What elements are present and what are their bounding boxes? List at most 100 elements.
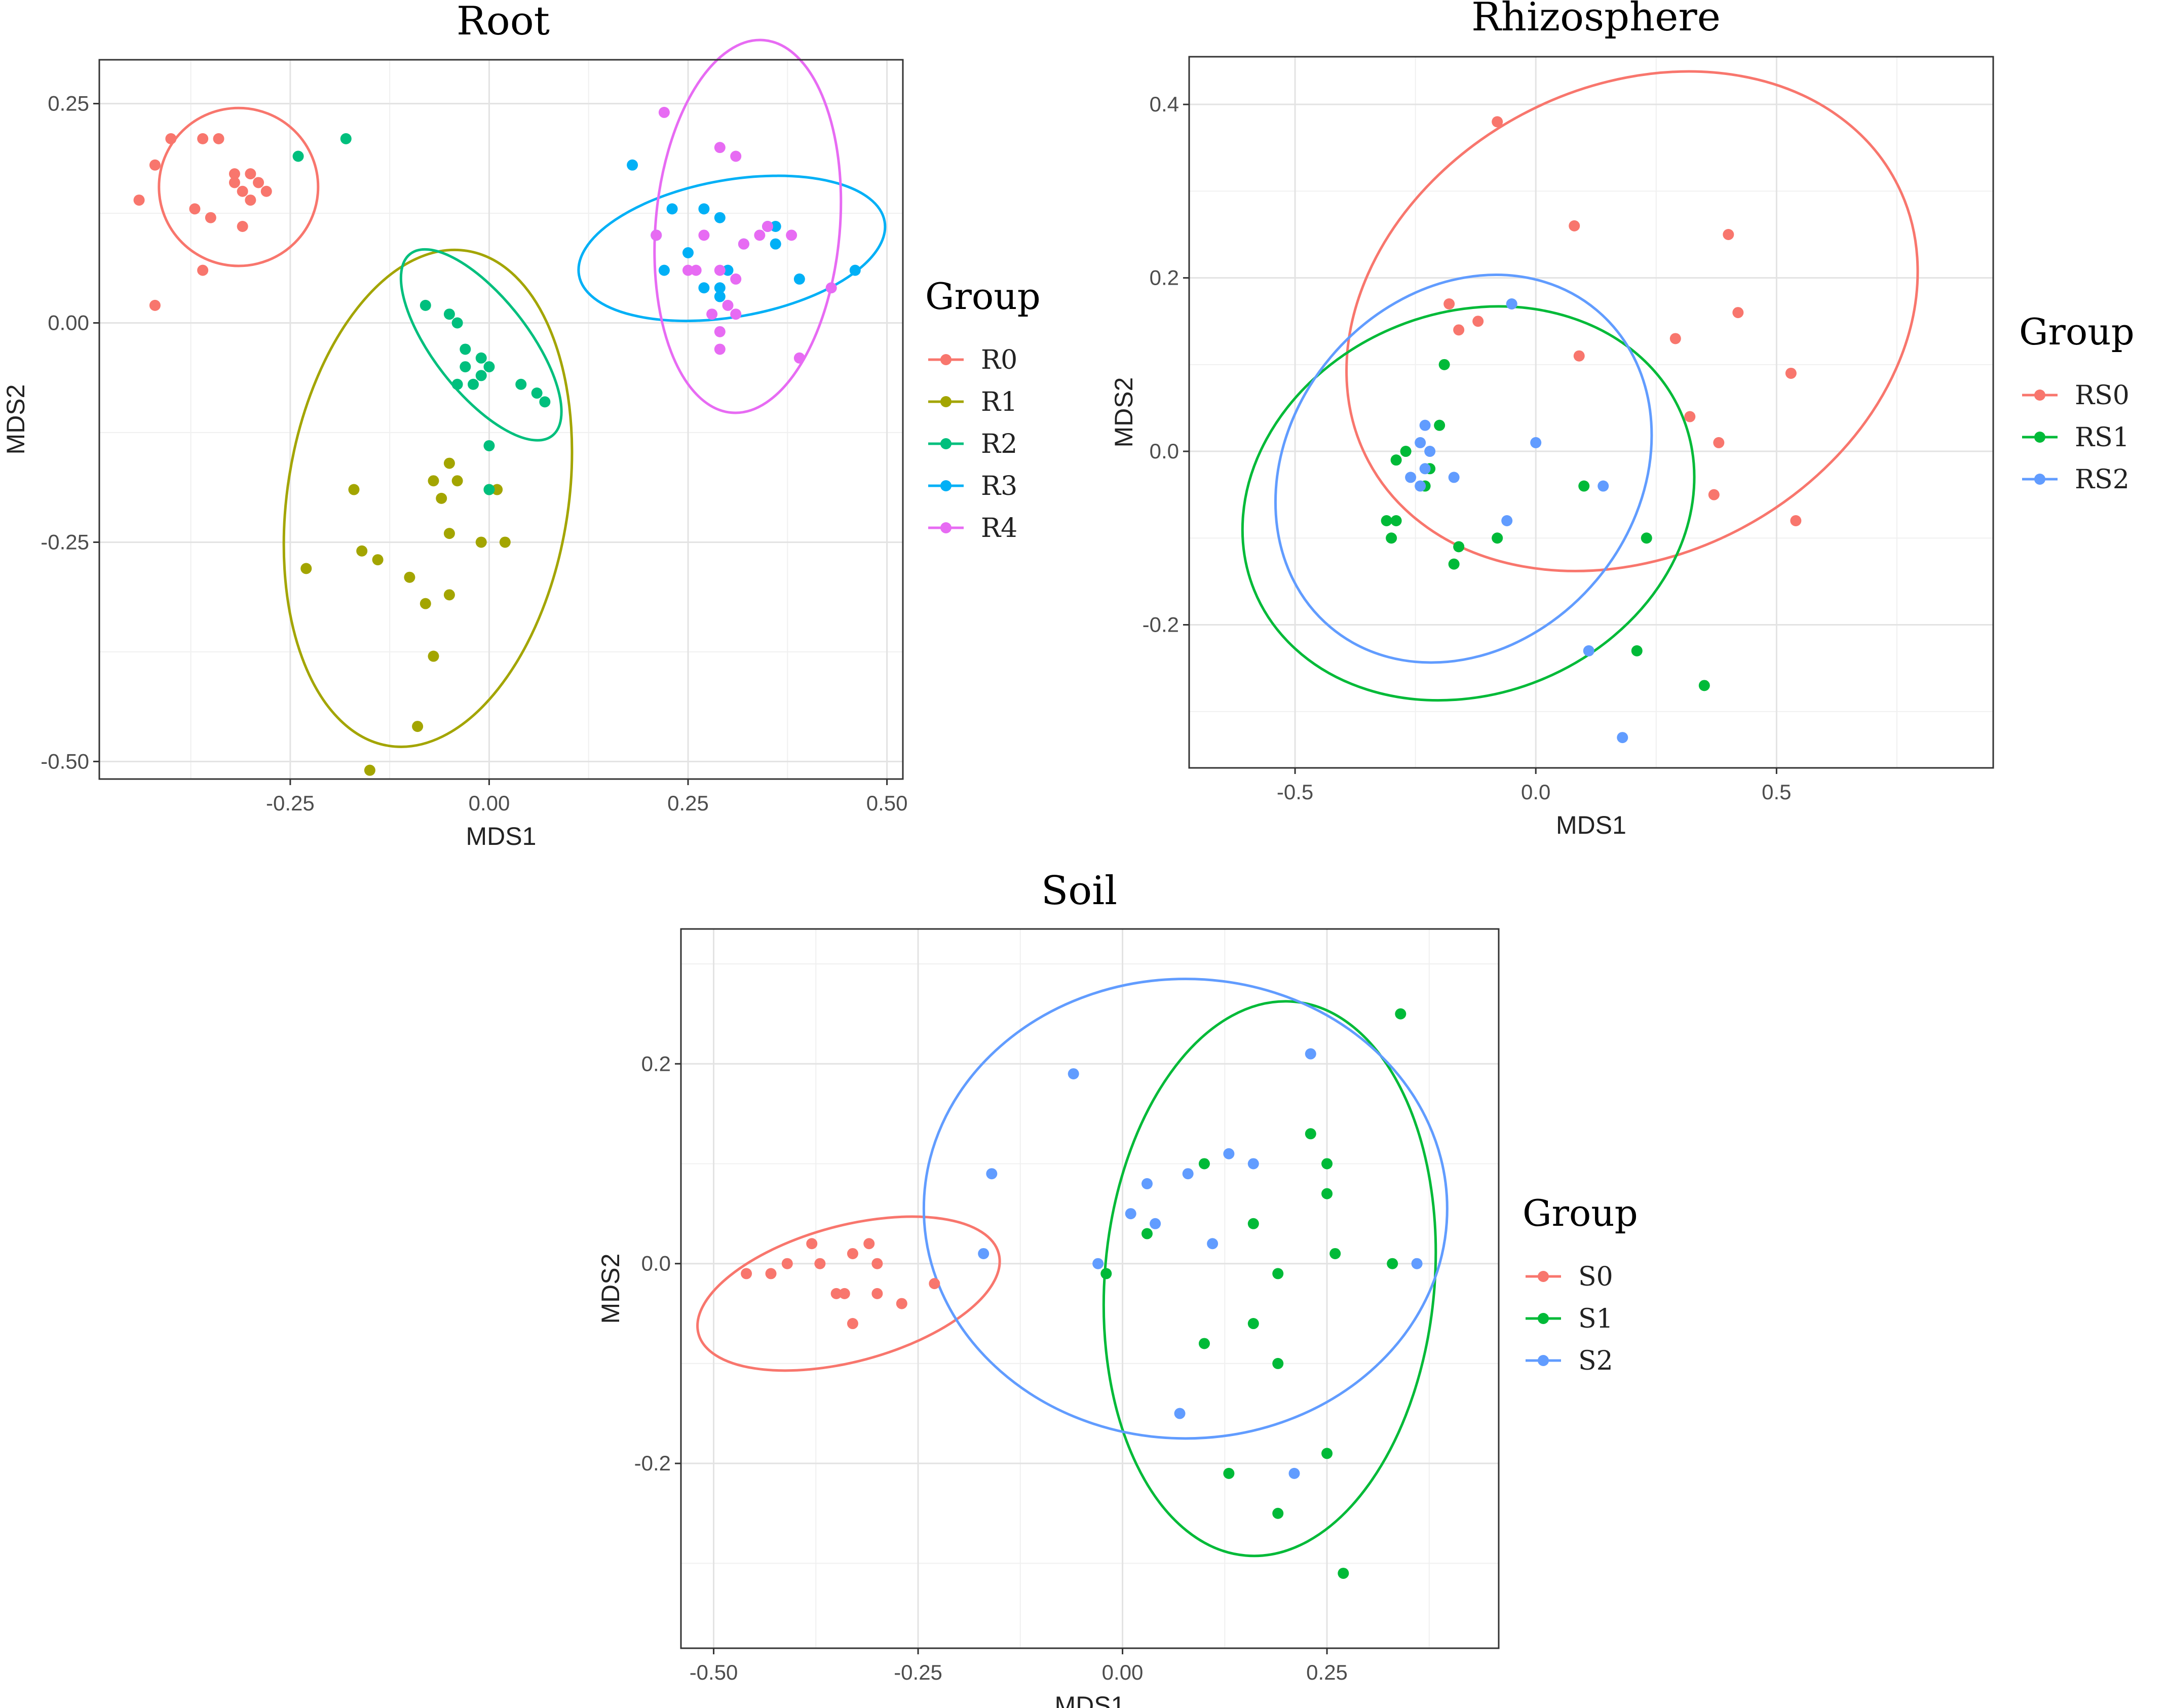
point-r2 [460,361,471,373]
ellipse-r1 [282,248,574,748]
point-rs1 [1390,454,1402,466]
point-r4 [714,326,726,337]
ellipse-rs2 [1274,274,1653,664]
legend-key-point [940,396,952,407]
point-r3 [698,282,710,294]
point-r3 [698,203,710,215]
legend-title: Group [2019,310,2135,353]
point-rs0 [1723,229,1734,240]
point-r0 [237,185,248,197]
legend-item-r1: R1 [981,387,1017,417]
xtick-label: 0.0 [1521,780,1550,804]
xtick-label: -0.25 [894,1660,942,1684]
point-s2 [1092,1258,1104,1269]
point-s1 [1198,1158,1210,1170]
xtick-label: 0.50 [866,791,908,815]
ellipse-r2 [399,248,563,442]
xtick-label: 0.00 [1102,1660,1144,1684]
point-r2 [340,133,352,144]
ytick-label: 0.0 [1150,439,1179,463]
plot-border [680,928,1500,1649]
point-r4 [722,299,734,311]
chart-title: Root [457,0,550,44]
point-s0 [847,1318,858,1330]
ytick-label: 0.25 [48,92,89,115]
point-s0 [929,1278,940,1290]
point-s1 [1272,1357,1284,1369]
point-s0 [871,1258,883,1269]
point-rs2 [1501,515,1513,527]
legend-item-r2: R2 [981,429,1017,459]
ellipse-s2 [922,978,1449,1440]
xtick-label: -0.5 [1277,780,1313,804]
ellipse-r4 [653,38,843,414]
point-r1 [420,598,431,609]
point-r2 [475,370,487,381]
point-r3 [627,159,638,171]
point-rs2 [1530,437,1542,448]
point-r0 [237,221,248,232]
point-rs2 [1405,472,1417,483]
point-s2 [1223,1148,1235,1159]
point-s2 [1182,1168,1194,1180]
point-s0 [863,1238,875,1250]
point-r1 [451,475,463,487]
point-rs0 [1443,298,1455,309]
point-rs0 [1684,411,1696,422]
point-rs1 [1631,645,1643,656]
point-rs1 [1434,419,1446,431]
chart-rhizosphere: Rhizosphere -0.5 0.0 0.5 -0.2 0.0 0.2 0.4 MDS1 MD… [1110,0,2135,839]
legend-key-point [940,354,952,365]
point-r0 [253,177,264,188]
point-r0 [245,168,256,180]
point-r1 [364,764,375,776]
legend-key-point [1538,1313,1549,1324]
ytick-label: -0.50 [41,749,89,773]
point-r3 [714,212,726,223]
point-rs2 [1424,446,1436,457]
point-r1 [404,571,415,583]
point-r2 [451,378,463,390]
point-r4 [786,229,797,241]
point-s1 [1321,1188,1333,1199]
point-r1 [428,475,439,487]
point-s2 [1305,1048,1316,1060]
plot-background [99,60,903,779]
plot-background [681,929,1499,1648]
point-s0 [839,1288,850,1299]
point-s1 [1223,1467,1235,1479]
point-r4 [690,264,702,276]
legend-title: Group [925,275,1041,318]
point-rs1 [1400,446,1412,457]
point-r4 [651,229,662,241]
point-rs0 [1708,489,1720,500]
point-rs0 [1573,350,1585,362]
point-r1 [499,536,511,548]
point-r0 [197,133,209,144]
point-rs1 [1438,359,1450,370]
point-rs0 [1492,116,1503,128]
xtick-label: 0.25 [667,791,709,815]
ytick-label: 0.2 [1150,266,1179,290]
point-r3 [682,247,694,258]
legend-key-point [2034,474,2045,485]
point-r2 [443,308,455,320]
point-r0 [149,299,161,311]
point-r1 [356,545,368,557]
point-r2 [483,484,495,495]
point-rs0 [1785,367,1797,379]
point-r4 [825,282,837,294]
ellipse-r0 [158,106,320,267]
point-r0 [197,264,209,276]
point-rs2 [1448,472,1460,483]
point-r4 [754,229,766,241]
legend-item-r3: R3 [981,471,1017,501]
point-s2 [1068,1068,1079,1079]
point-s1 [1387,1258,1398,1269]
point-s0 [847,1248,858,1259]
point-rs0 [1790,515,1802,527]
legend-item-s1: S1 [1578,1304,1613,1334]
point-s1 [1338,1568,1349,1579]
point-s1 [1247,1318,1259,1330]
